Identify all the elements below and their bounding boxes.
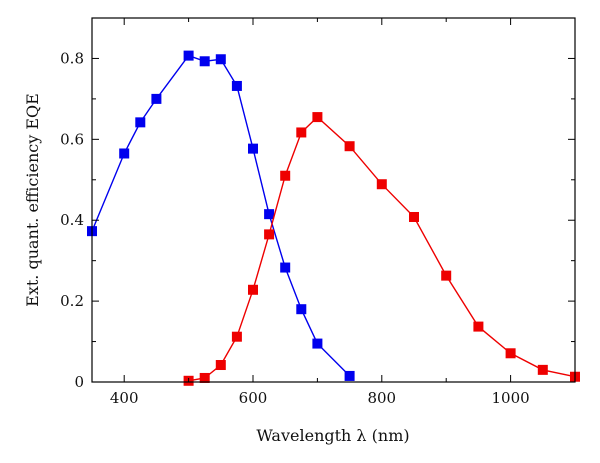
data-point (344, 141, 355, 152)
data-point (215, 360, 226, 371)
data-point (183, 50, 194, 61)
x-axis-title: Wavelength λ (nm) (256, 426, 409, 445)
data-point (119, 148, 130, 159)
ticks-layer: 400 600 800 1000 0 0.2 0.4 0.6 0.8 (60, 17, 575, 407)
y-tick-label: 0 (74, 373, 84, 391)
series-line (91, 54, 351, 377)
data-point (215, 54, 226, 65)
data-point (280, 262, 291, 273)
x-tick-label: 800 (367, 389, 396, 407)
data-point (231, 331, 242, 342)
y-tick-label: 0.8 (60, 49, 84, 67)
data-point (441, 270, 452, 281)
data-point (537, 364, 548, 375)
x-tick-label: 600 (239, 389, 268, 407)
x-tick-label: 1000 (492, 389, 530, 407)
series-1 (183, 112, 580, 386)
plot-frame (91, 17, 576, 383)
data-point (280, 170, 291, 181)
x-tick-label: 400 (110, 389, 139, 407)
y-tick-label: 0.4 (60, 211, 84, 229)
series-0 (87, 50, 355, 381)
data-point (312, 112, 323, 123)
series-line (188, 116, 576, 382)
data-point (376, 179, 387, 190)
y-tick-label: 0.6 (60, 130, 84, 148)
data-point (199, 56, 210, 67)
data-point (231, 80, 242, 91)
data-point (199, 372, 210, 383)
data-point (473, 321, 484, 332)
data-point (296, 127, 307, 138)
data-point (248, 284, 258, 295)
data-point (409, 211, 419, 222)
data-point (264, 229, 275, 240)
data-point (135, 117, 146, 128)
data-point (151, 93, 162, 104)
series-layer (87, 50, 580, 386)
y-axis-title: Ext. quant. efficiency EQE (23, 93, 42, 307)
data-point (344, 370, 355, 381)
data-point (264, 209, 275, 220)
data-point (296, 304, 307, 315)
y-tick-label: 0.2 (60, 292, 84, 310)
data-point (312, 338, 323, 349)
data-point (248, 143, 258, 154)
data-point (505, 348, 516, 359)
